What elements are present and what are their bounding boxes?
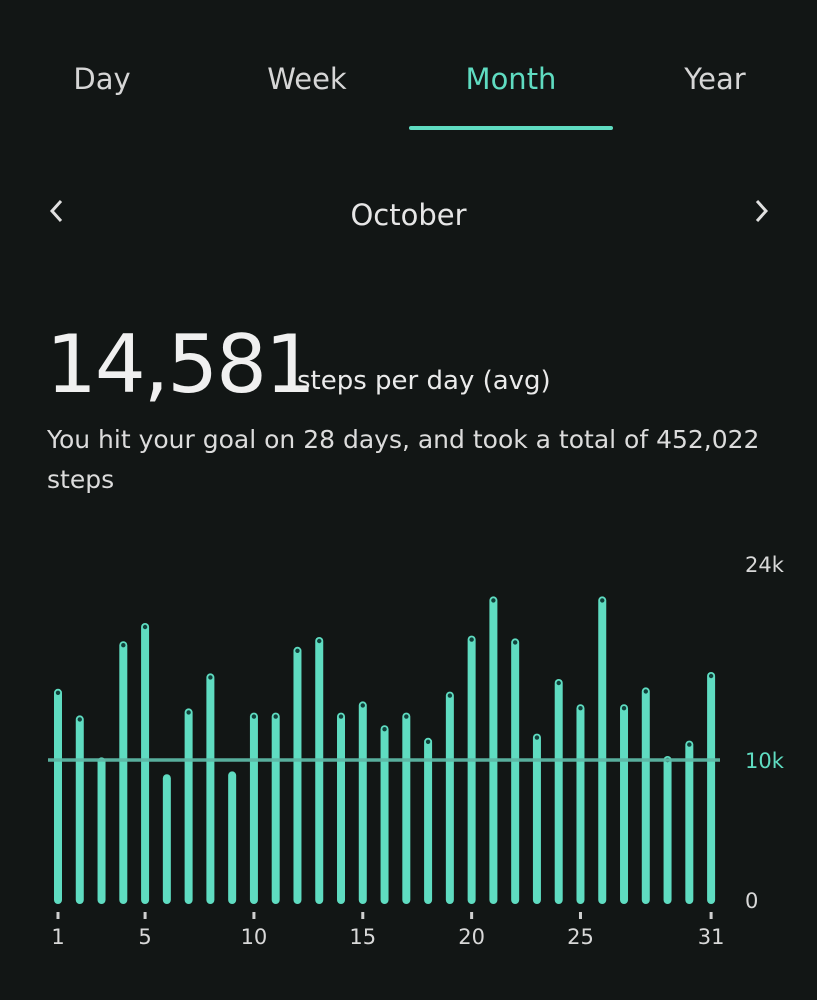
summary-text: You hit your goal on 28 days, and took a… (47, 425, 760, 494)
goal-met-dot (295, 648, 300, 653)
x-tick-mark (56, 912, 60, 919)
tab-year[interactable]: Year (684, 62, 746, 96)
x-tick-mark (252, 912, 256, 919)
goal-met-dot (447, 693, 453, 698)
goal-met-dot (534, 735, 540, 740)
x-tick-label: 31 (698, 925, 725, 949)
period-tabs: Day Week Month Year (0, 0, 817, 132)
goal-met-dot (600, 598, 605, 603)
goal-met-dot (208, 675, 213, 680)
goal-met-dot (469, 637, 474, 642)
x-tick-label: 15 (349, 925, 376, 949)
goal-met-dot (360, 703, 365, 708)
goal-met-dot (621, 706, 627, 711)
goal-met-dot (425, 739, 431, 744)
y-tick-label: 10k (745, 749, 785, 773)
x-tick-label: 25 (567, 925, 594, 949)
goal-met-dot (643, 689, 648, 694)
x-tick-mark (578, 912, 582, 919)
goal-met-dot (77, 717, 82, 722)
y-tick-label: 0 (745, 889, 758, 913)
x-tick-mark (361, 912, 365, 919)
goal-met-dot (186, 710, 191, 715)
goal-met-dot (338, 714, 344, 719)
goal-met-dot (142, 624, 148, 630)
tab-week[interactable]: Week (267, 62, 347, 96)
goal-met-dot (317, 638, 322, 644)
average-unit: steps per day (avg) (297, 366, 551, 396)
goal-met-dot (251, 714, 257, 719)
tab-day[interactable]: Day (73, 62, 131, 96)
x-tick-label: 10 (241, 925, 268, 949)
x-tick-label: 5 (138, 925, 151, 949)
x-tick-label: 1 (51, 925, 64, 949)
chevron-left-icon[interactable] (46, 196, 68, 234)
x-tick-mark (143, 912, 147, 919)
active-tab-indicator (409, 126, 613, 130)
goal-met-dot (687, 742, 692, 747)
goal-met-dot (556, 680, 561, 686)
goal-met-dot (404, 714, 409, 719)
x-tick-mark (470, 912, 474, 919)
goal-met-dot (708, 673, 714, 679)
x-tick-label: 20 (458, 925, 485, 949)
period-label: October (350, 198, 467, 232)
goal-met-dot (491, 598, 496, 603)
chevron-right-icon[interactable] (750, 196, 772, 234)
y-tick-label: 24k (745, 553, 785, 577)
tab-month[interactable]: Month (465, 62, 557, 96)
goal-met-dot (55, 690, 61, 695)
goal-met-dot (512, 640, 518, 645)
goal-met-dot (121, 643, 126, 648)
goal-met-dot (273, 714, 278, 719)
goal-met-dot (578, 706, 583, 711)
x-tick-mark (709, 912, 713, 919)
average-steps: 14,581 (46, 318, 316, 411)
goal-met-dot (382, 727, 387, 732)
